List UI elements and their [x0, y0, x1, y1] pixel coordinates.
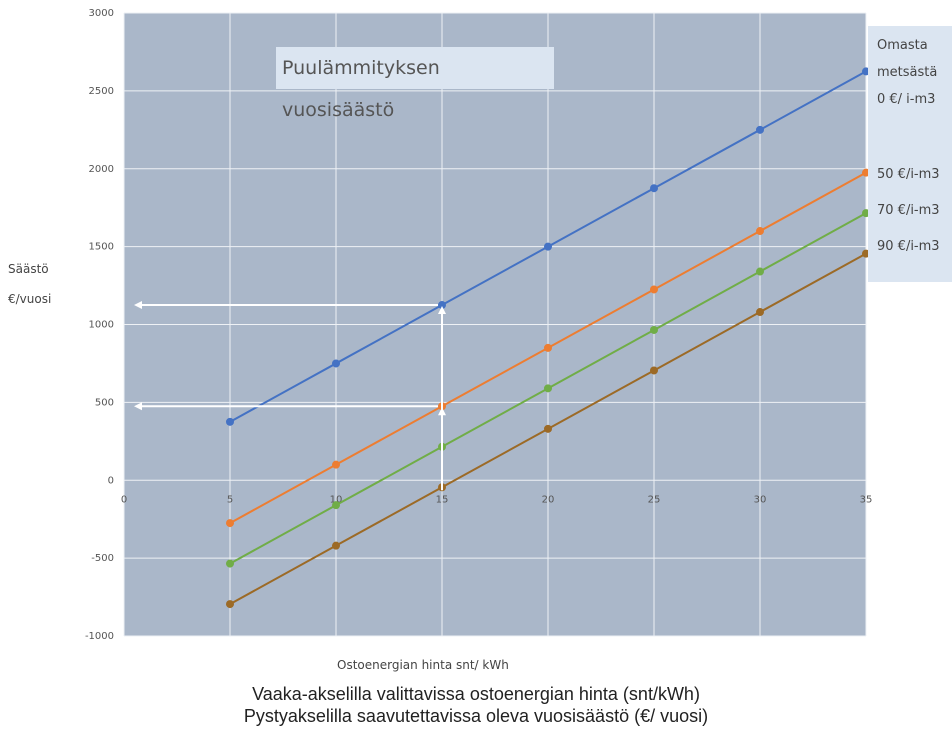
- series-1-point: [650, 184, 658, 193]
- y-tick-label: 3000: [89, 8, 114, 19]
- series-1-point: [438, 301, 446, 310]
- legend-series-1-line-2: metsästä: [877, 65, 938, 80]
- y-axis-ticks: 3000 2500 2000 1500 1000 500 0 -500 -1000: [85, 8, 114, 642]
- series-4-point: [332, 541, 340, 550]
- y-axis-label-line-2: €/vuosi: [8, 292, 52, 306]
- series-4-point: [544, 424, 552, 433]
- series-4-point: [650, 366, 658, 375]
- grid: [123, 12, 867, 637]
- chart-title: Puulämmityksen vuosisäästö: [276, 47, 554, 121]
- horizontal-arrow-head-1: [134, 301, 142, 310]
- x-tick-label: 30: [754, 494, 767, 505]
- legend-series-2: 50 €/i-m3: [877, 167, 940, 182]
- y-tick-label: 2000: [89, 164, 114, 175]
- x-axis-label: Ostoenergian hinta snt/ kWh: [337, 658, 509, 672]
- caption-line-1: Vaaka-akselilla valittavissa ostoenergia…: [252, 684, 700, 704]
- x-tick-label: 0: [121, 494, 127, 505]
- series-1-point: [756, 125, 764, 134]
- series-2-point: [226, 519, 234, 528]
- x-tick-label: 10: [330, 494, 343, 505]
- x-tick-label: 25: [648, 494, 661, 505]
- x-tick-label: 15: [436, 494, 449, 505]
- series-2-point: [332, 460, 340, 469]
- x-axis-ticks: 0 5 10 15 20 25 30 35: [121, 494, 873, 505]
- legend-series-4: 90 €/i-m3: [877, 239, 940, 254]
- series-3-point: [650, 325, 658, 334]
- y-axis-label-line-1: Säästö: [8, 262, 49, 276]
- annotation-arrows: [134, 301, 446, 491]
- series-3-point: [544, 384, 552, 393]
- series-1-point: [226, 417, 234, 426]
- series-4-point: [226, 600, 234, 609]
- series-2-point: [544, 343, 552, 352]
- y-tick-label: 1000: [89, 320, 114, 331]
- vertical-arrow-head-mid: [438, 407, 446, 416]
- series-3-point: [226, 559, 234, 568]
- y-tick-label: 0: [108, 475, 114, 486]
- y-tick-label: 500: [95, 397, 114, 408]
- series-2-point: [756, 227, 764, 236]
- legend-series-3: 70 €/i-m3: [877, 203, 940, 218]
- series-3-point: [332, 501, 340, 510]
- y-tick-label: -1000: [85, 631, 114, 642]
- legend-series-1-line-1: Omasta: [877, 38, 928, 53]
- y-tick-label: 1500: [89, 242, 114, 253]
- series-lines: [226, 67, 870, 609]
- series-4-point: [756, 308, 764, 317]
- legend: [868, 26, 952, 282]
- x-tick-label: 5: [227, 494, 233, 505]
- horizontal-arrow-head-2: [134, 402, 142, 411]
- series-1-point: [544, 242, 552, 251]
- y-tick-label: 2500: [89, 86, 114, 97]
- y-tick-label: -500: [91, 553, 114, 564]
- series-1-point: [332, 359, 340, 368]
- series-3-point: [756, 267, 764, 276]
- x-tick-label: 35: [860, 494, 873, 505]
- caption-line-2: Pystyakselilla saavutettavissa oleva vuo…: [243, 706, 709, 726]
- series-2-point: [650, 285, 658, 294]
- x-tick-label: 20: [542, 494, 555, 505]
- legend-series-1-line-3: 0 €/ i-m3: [877, 92, 936, 107]
- vertical-arrow-head-top: [438, 306, 446, 315]
